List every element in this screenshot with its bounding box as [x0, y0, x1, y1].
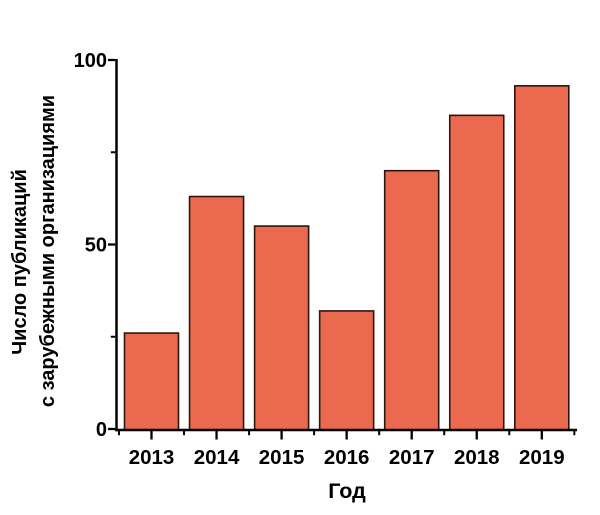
x-tick-label-2016: 2016	[324, 446, 370, 469]
tick-labels-layer: 2013 2014 2015 2016 2017 2018 2019 0 50 100	[74, 50, 565, 469]
x-tick-label-2017: 2017	[389, 446, 435, 469]
bars-layer	[123, 85, 570, 431]
y-axis-title-line1: Число публикаций	[9, 169, 31, 355]
x-tick-label-2018: 2018	[454, 446, 500, 469]
bar-2013	[123, 332, 180, 431]
y-tick-label-0: 0	[96, 419, 107, 441]
x-tick-label-2014: 2014	[194, 446, 240, 469]
y-tick-label-50: 50	[85, 235, 107, 257]
axes-layer	[108, 58, 577, 440]
x-tick-label-2019: 2019	[519, 446, 565, 469]
bar-2014	[188, 195, 245, 431]
bar-2016	[318, 310, 375, 431]
bar-2019	[513, 85, 570, 431]
x-tick-label-2013: 2013	[129, 446, 175, 469]
x-tick-label-2015: 2015	[259, 446, 305, 469]
y-axis-title-line2: с зарубежными организациями	[37, 95, 59, 407]
bar-2015	[253, 225, 310, 431]
bar-2018	[448, 114, 505, 431]
bar-2017	[383, 169, 440, 431]
x-axis-title: Год	[328, 479, 366, 503]
y-tick-label-100: 100	[74, 50, 107, 72]
